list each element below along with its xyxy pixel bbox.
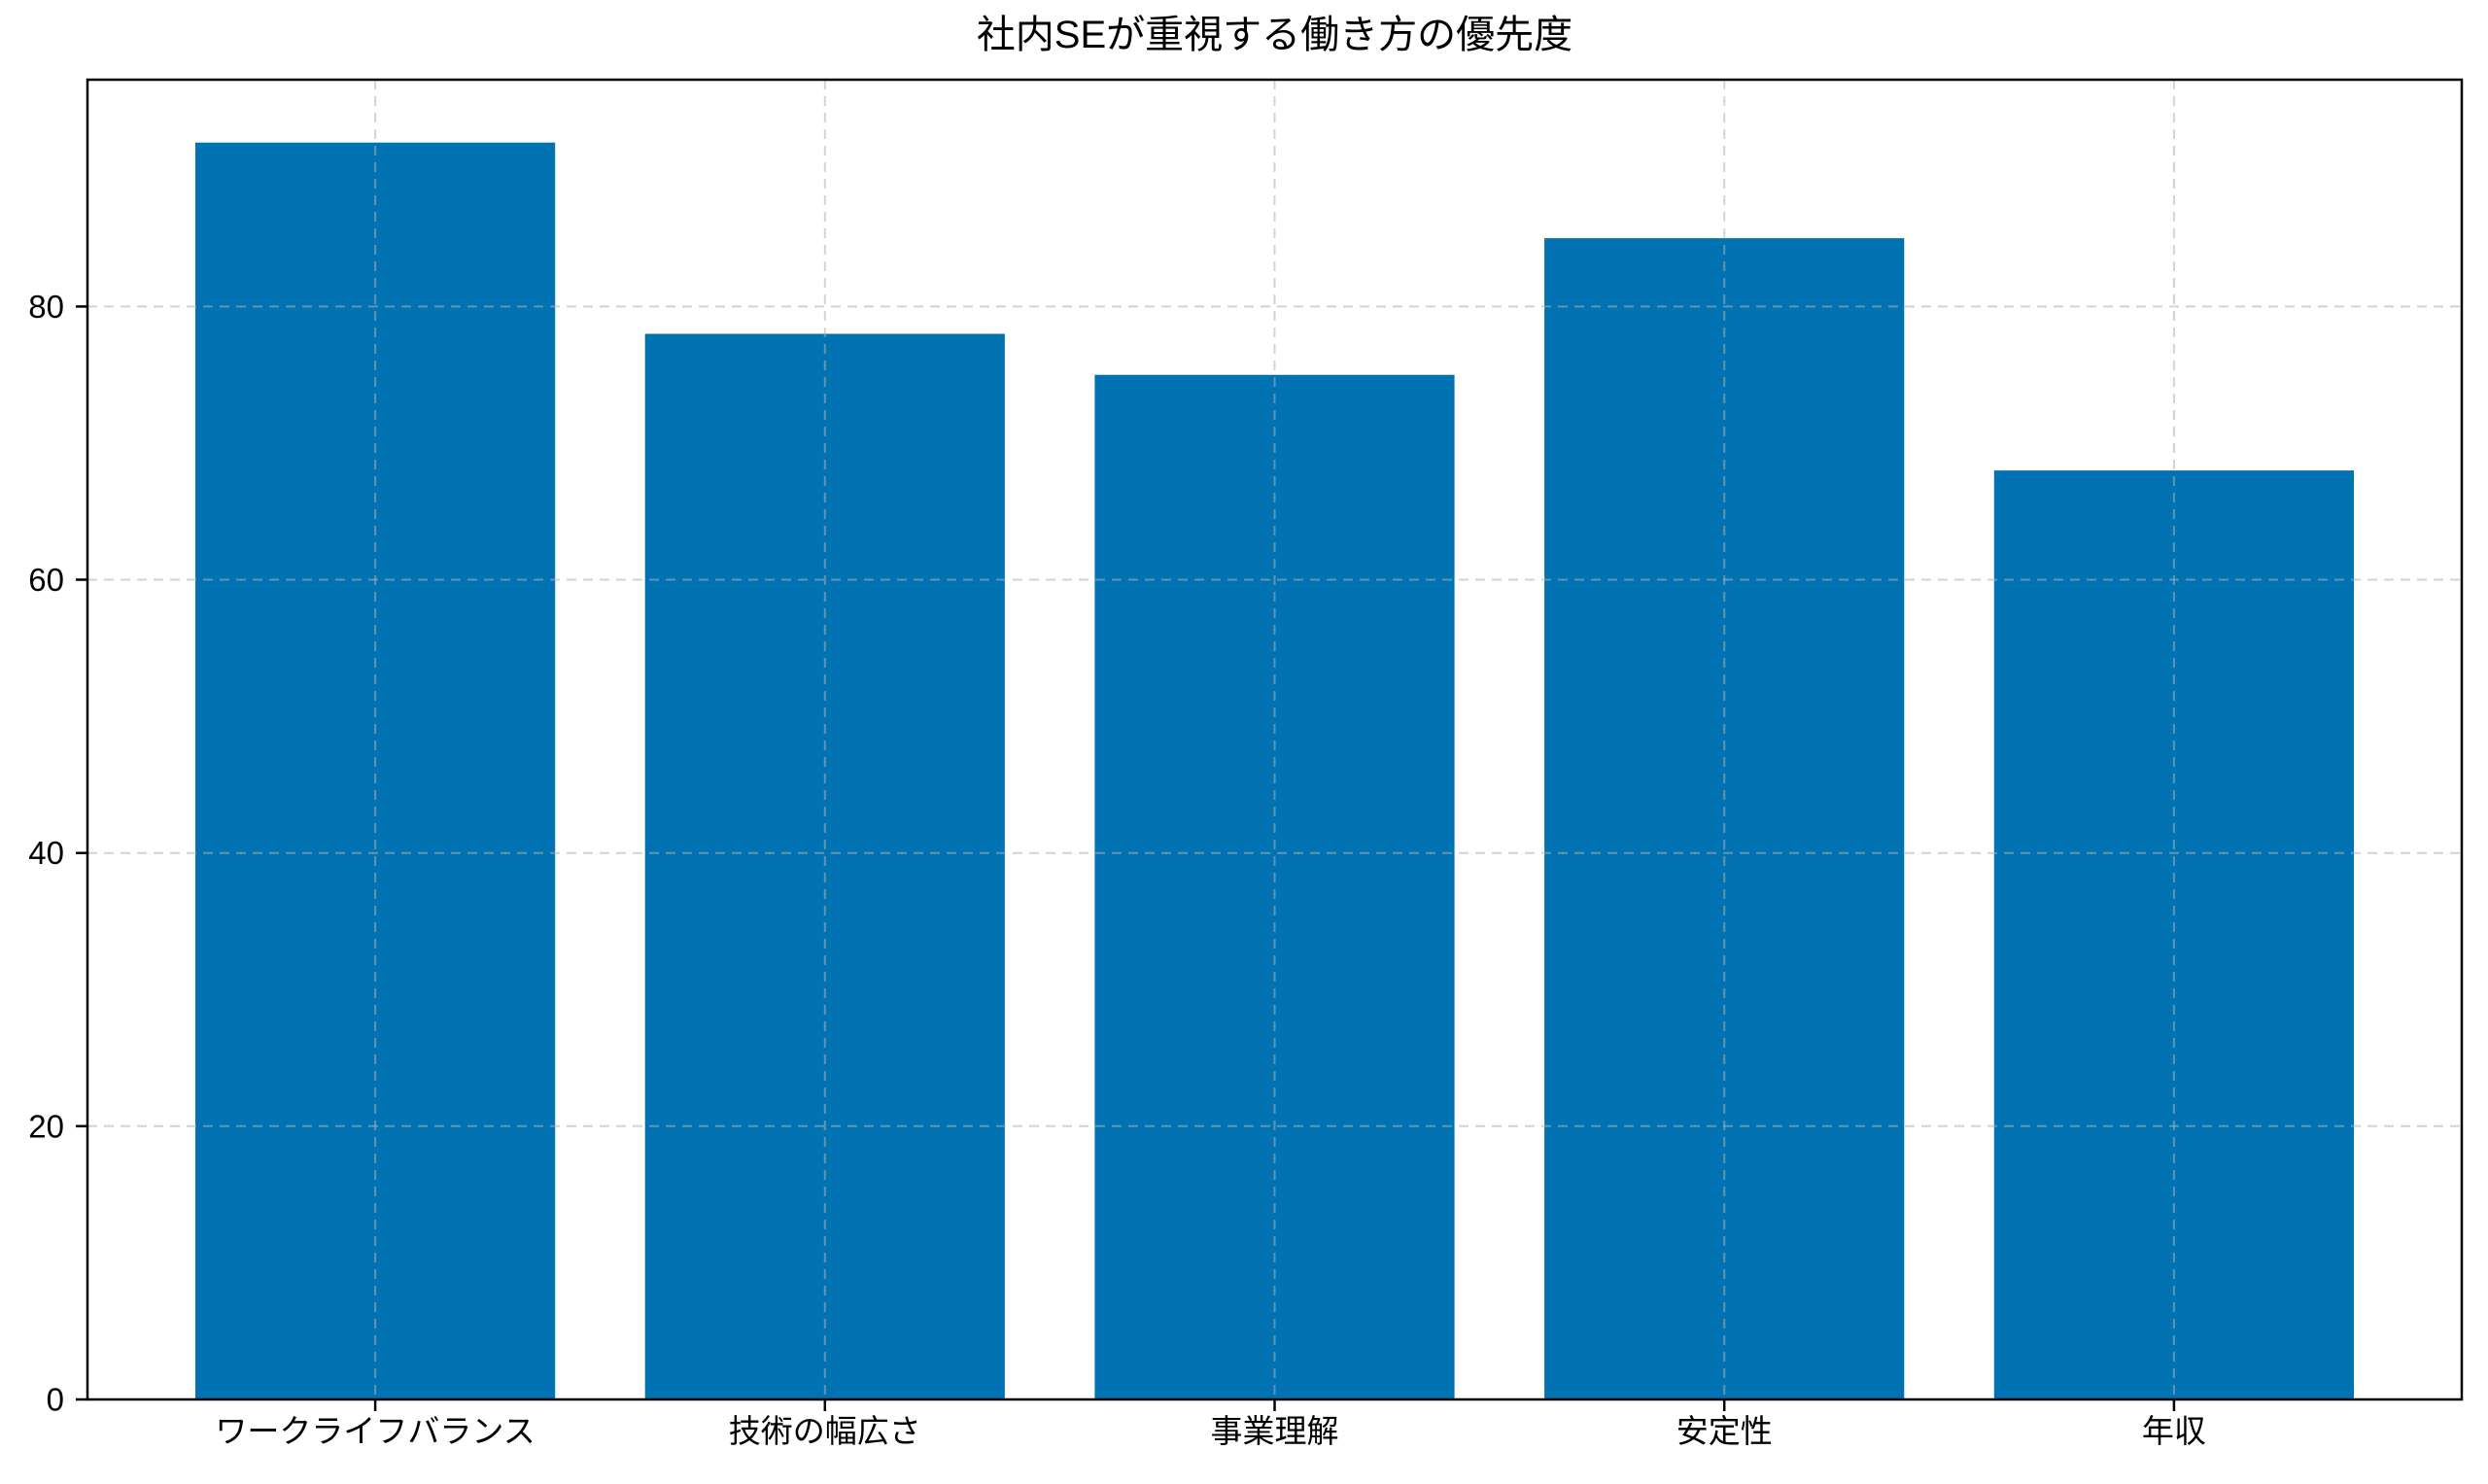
x-tick-label: 技術の幅広さ	[729, 1413, 921, 1449]
chart-title: 社内SEが重視する働き方の優先度	[976, 14, 1573, 56]
x-tick-label: 事業理解	[1211, 1413, 1339, 1449]
y-tick-label: 40	[28, 835, 64, 871]
y-tick-label: 0	[47, 1382, 64, 1418]
y-tick-label: 60	[28, 562, 64, 598]
x-tick-label: 安定性	[1676, 1413, 1773, 1449]
x-tick-label: ワークライフバランス	[215, 1413, 535, 1449]
y-tick-label: 80	[28, 289, 64, 325]
x-tick-label: 年収	[2142, 1413, 2206, 1449]
y-tick-label: 20	[28, 1108, 64, 1144]
